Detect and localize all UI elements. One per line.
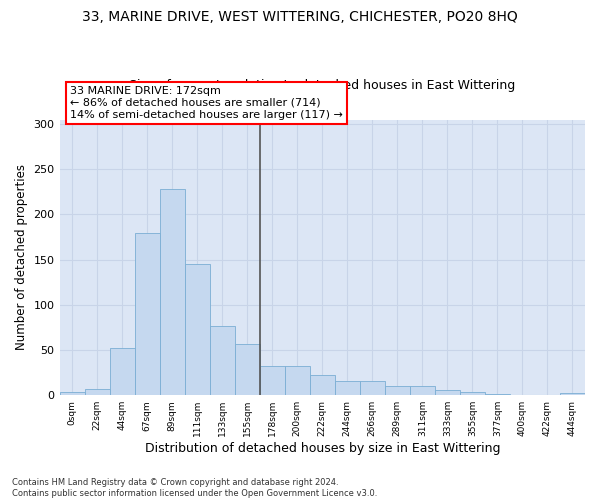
Bar	[209, 326, 235, 395]
Bar	[285, 366, 310, 395]
Bar	[110, 348, 134, 395]
Bar	[310, 376, 335, 395]
Bar	[260, 366, 285, 395]
Bar	[185, 264, 209, 395]
Title: Size of property relative to detached houses in East Wittering: Size of property relative to detached ho…	[129, 79, 515, 92]
Bar	[360, 380, 385, 395]
Bar	[335, 380, 360, 395]
Bar	[385, 386, 410, 395]
Bar	[134, 232, 160, 395]
Text: 33, MARINE DRIVE, WEST WITTERING, CHICHESTER, PO20 8HQ: 33, MARINE DRIVE, WEST WITTERING, CHICHE…	[82, 10, 518, 24]
Bar	[235, 344, 260, 395]
Bar	[59, 392, 85, 395]
Text: 33 MARINE DRIVE: 172sqm
← 86% of detached houses are smaller (714)
14% of semi-d: 33 MARINE DRIVE: 172sqm ← 86% of detache…	[70, 86, 343, 120]
X-axis label: Distribution of detached houses by size in East Wittering: Distribution of detached houses by size …	[145, 442, 500, 455]
Y-axis label: Number of detached properties: Number of detached properties	[15, 164, 28, 350]
Bar	[485, 394, 510, 395]
Bar	[410, 386, 435, 395]
Bar	[560, 394, 585, 395]
Bar	[160, 189, 185, 395]
Bar	[460, 392, 485, 395]
Bar	[85, 389, 110, 395]
Bar	[435, 390, 460, 395]
Text: Contains HM Land Registry data © Crown copyright and database right 2024.
Contai: Contains HM Land Registry data © Crown c…	[12, 478, 377, 498]
